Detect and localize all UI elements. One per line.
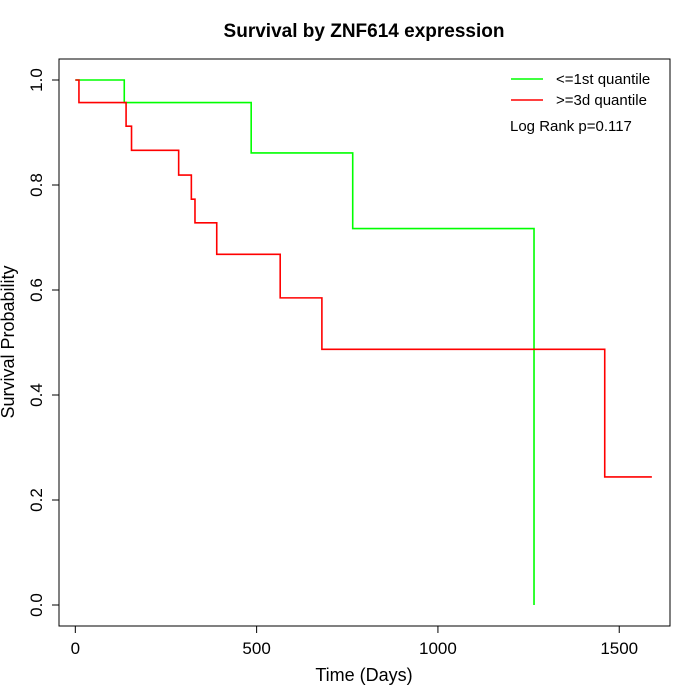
series-line-1 (75, 79, 652, 478)
x-tick-label: 500 (242, 639, 270, 658)
y-tick-label: 0.4 (27, 383, 46, 407)
series-layer (75, 79, 652, 605)
series-line-0 (75, 79, 535, 605)
log-rank-annotation: Log Rank p=0.117 (510, 118, 632, 135)
legend-label-1: >=3d quantile (556, 92, 647, 109)
x-tick-label: 0 (71, 639, 80, 658)
y-axis: 0.0 0.2 0.4 0.6 0.8 1.0 (27, 68, 59, 617)
y-tick-label: 0.0 (27, 593, 46, 617)
legend: <=1st quantile >=3d quantile (511, 71, 650, 109)
plot-frame (58, 58, 671, 627)
x-tick-label: 1000 (419, 639, 457, 658)
x-axis: 0 500 1000 1500 (71, 626, 638, 658)
legend-label-0: <=1st quantile (556, 71, 650, 88)
chart-title: Survival by ZNF614 expression (224, 21, 505, 42)
x-tick-label: 1500 (600, 639, 638, 658)
x-axis-label: Time (Days) (315, 665, 412, 685)
y-tick-label: 0.2 (27, 488, 46, 512)
y-tick-label: 1.0 (27, 68, 46, 92)
y-tick-label: 0.6 (27, 278, 46, 302)
y-tick-label: 0.8 (27, 173, 46, 197)
y-axis-label: Survival Probability (0, 265, 18, 418)
